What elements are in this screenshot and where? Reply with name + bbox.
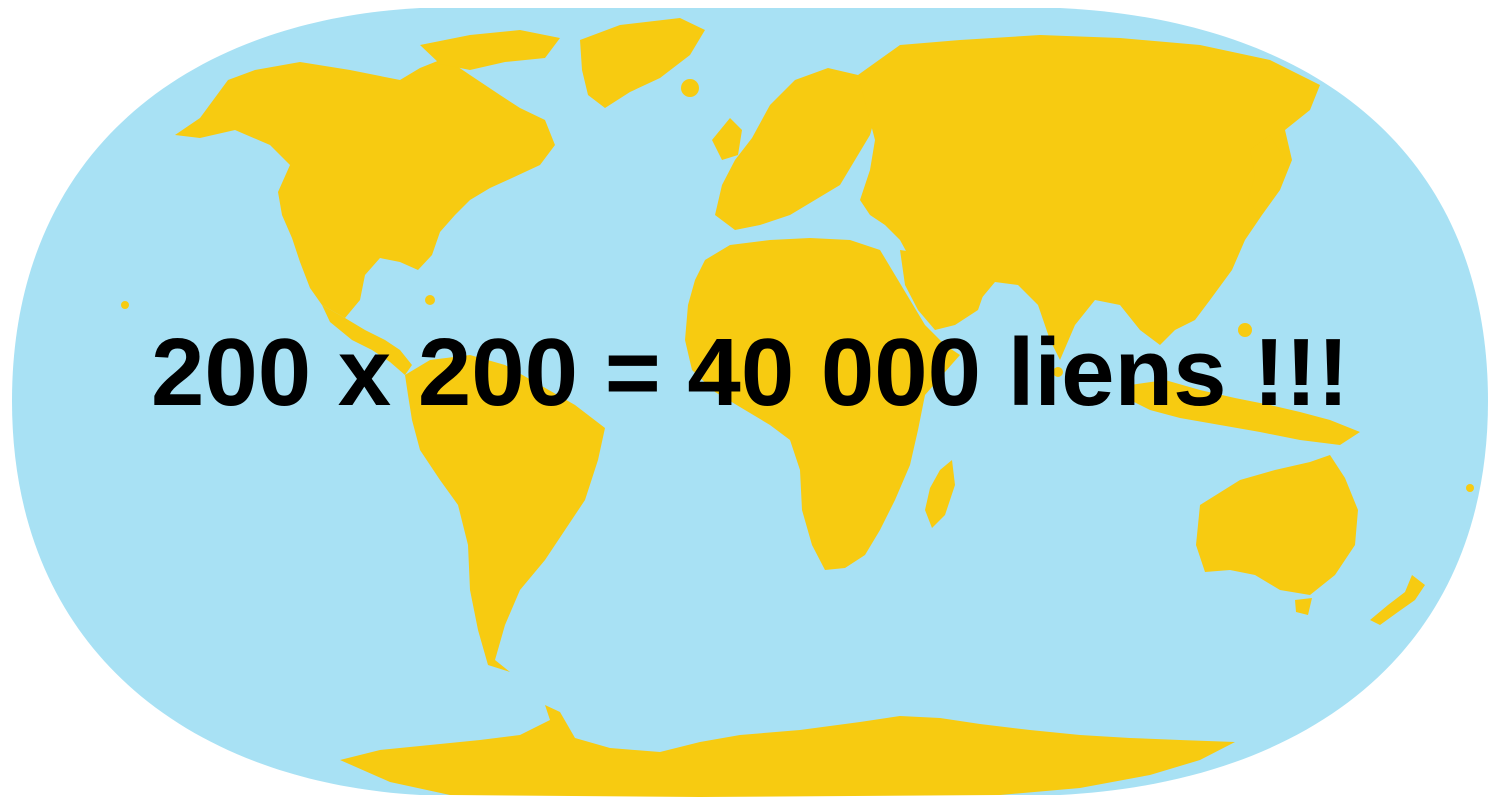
island-sri-lanka (1053, 367, 1063, 377)
island-iceland (681, 79, 699, 97)
central-america (322, 305, 412, 375)
new-zealand (1370, 575, 1425, 625)
island-pacific (1466, 484, 1474, 492)
arabia (900, 250, 985, 330)
landmasses (121, 18, 1474, 797)
madagascar (925, 460, 955, 528)
tasmania (1295, 598, 1312, 615)
africa (685, 238, 960, 570)
asia (858, 35, 1320, 360)
europe (715, 68, 880, 230)
japan (1248, 135, 1285, 215)
australia (1196, 455, 1358, 595)
south-america (405, 355, 605, 672)
headline-text: 200 x 200 = 40 000 liens !!! (150, 319, 1350, 426)
greenland (580, 18, 705, 108)
island-caribbean (425, 295, 435, 305)
arctic-islands (420, 30, 560, 70)
antarctica (340, 705, 1235, 797)
island-philippines (1238, 323, 1252, 337)
north-america (175, 58, 555, 318)
island-hawaii (121, 301, 129, 309)
indonesia (1130, 380, 1360, 445)
uk (712, 118, 742, 160)
